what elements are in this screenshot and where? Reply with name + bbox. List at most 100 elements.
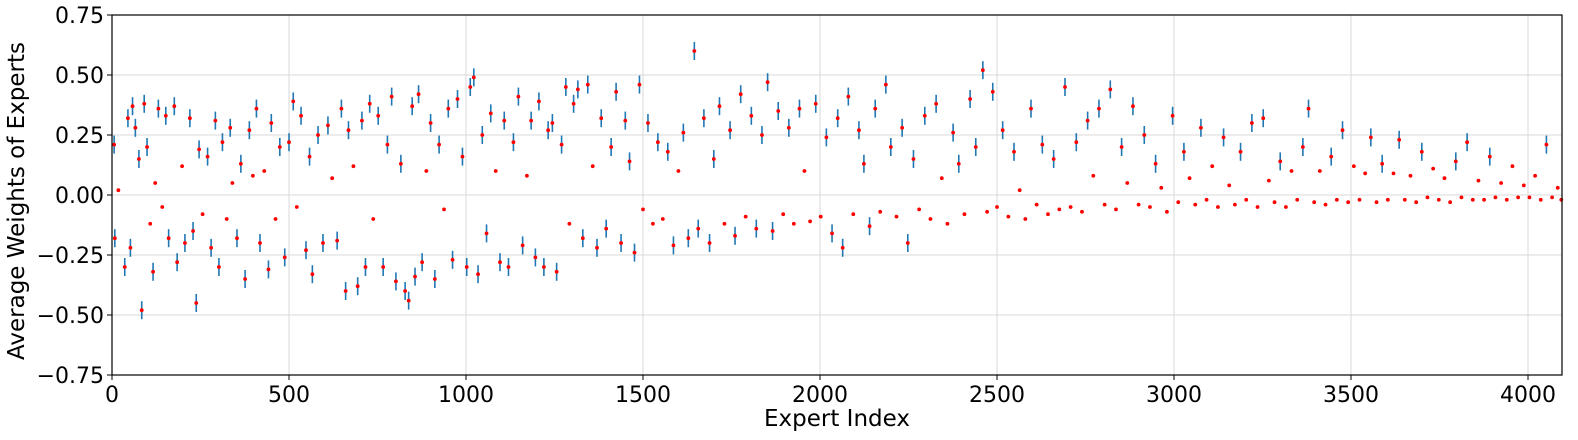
data-point [1312, 200, 1317, 205]
data-point [1000, 128, 1005, 133]
data-point [786, 125, 791, 130]
data-point [394, 279, 398, 284]
data-point [112, 142, 117, 147]
data-point [1340, 128, 1345, 133]
data-point [1363, 171, 1368, 176]
data-point [619, 241, 623, 245]
data-point [711, 157, 716, 161]
data-point [258, 241, 262, 245]
data-point [770, 229, 775, 233]
data-point [627, 159, 632, 164]
data-point [343, 289, 348, 293]
data-point [743, 214, 748, 219]
data-point [676, 169, 681, 173]
data-point [749, 113, 754, 118]
data-point [1419, 149, 1424, 154]
data-point [209, 245, 214, 250]
plot-frame [111, 14, 1563, 376]
data-point [1334, 197, 1339, 202]
data-point [516, 94, 521, 99]
data-point [900, 125, 905, 130]
data-point [1023, 217, 1028, 221]
data-point [1193, 202, 1198, 207]
data-point [360, 118, 364, 123]
data-point [455, 97, 460, 101]
y-tick-label: 0.75 [55, 4, 104, 29]
data-point [156, 106, 161, 111]
data-point [696, 226, 701, 231]
data-point [243, 277, 248, 281]
data-point [1374, 200, 1379, 205]
data-point [1051, 157, 1056, 161]
data-point [575, 87, 580, 92]
data-point [1097, 106, 1101, 111]
data-point [571, 101, 576, 106]
data-point [1306, 106, 1311, 111]
data-point [1165, 209, 1169, 214]
data-point [381, 265, 386, 269]
data-point [1283, 205, 1288, 209]
data-point [228, 125, 233, 130]
data-point [321, 241, 325, 245]
data-point [1482, 197, 1487, 202]
data-point [1153, 161, 1158, 166]
data-point [951, 130, 956, 135]
data-point [1091, 173, 1096, 178]
data-point [1068, 205, 1073, 209]
data-point [428, 121, 433, 125]
data-point [471, 75, 476, 80]
data-point [851, 212, 856, 217]
data-point [122, 265, 127, 269]
data-point [282, 255, 287, 260]
data-point [559, 142, 564, 147]
data-point [797, 106, 802, 111]
data-point [294, 205, 299, 209]
data-point [1385, 197, 1390, 202]
data-point [939, 176, 944, 181]
data-point [754, 226, 759, 231]
data-point [148, 221, 153, 226]
data-point [830, 231, 834, 236]
data-point [416, 92, 421, 97]
data-point [686, 236, 691, 241]
x-tick-label: 2500 [969, 383, 1025, 408]
data-point [873, 106, 878, 111]
data-point [183, 241, 187, 245]
data-point [1431, 166, 1436, 171]
data-point [717, 104, 722, 109]
data-point [269, 121, 274, 125]
data-point [1233, 202, 1237, 207]
data-point [840, 245, 845, 250]
data-point [567, 221, 572, 226]
data-point [894, 214, 899, 219]
data-point [163, 113, 168, 118]
data-point [139, 308, 144, 313]
data-point [371, 217, 376, 221]
data-point [1114, 207, 1118, 212]
data-point [307, 154, 312, 159]
data-point [550, 121, 555, 125]
data-point [1255, 205, 1260, 209]
data-point [651, 221, 655, 226]
data-point [728, 128, 732, 133]
data-point [614, 89, 619, 94]
data-point [1300, 145, 1305, 149]
x-tick-label: 1500 [615, 383, 671, 408]
data-point [277, 145, 282, 149]
data-point [681, 130, 686, 135]
data-point [1538, 197, 1543, 202]
data-point [1199, 125, 1203, 130]
data-point [956, 161, 961, 166]
data-point [546, 128, 551, 133]
y-tick-label: −0.75 [37, 364, 104, 389]
data-point [1397, 137, 1402, 142]
data-point [180, 164, 184, 169]
data-point [1504, 197, 1509, 202]
data-point [1040, 142, 1045, 147]
data-point [692, 49, 697, 53]
data-point [835, 116, 840, 121]
x-axis-label: Expert Index [764, 406, 910, 432]
data-point [808, 219, 812, 224]
data-point [502, 118, 507, 123]
